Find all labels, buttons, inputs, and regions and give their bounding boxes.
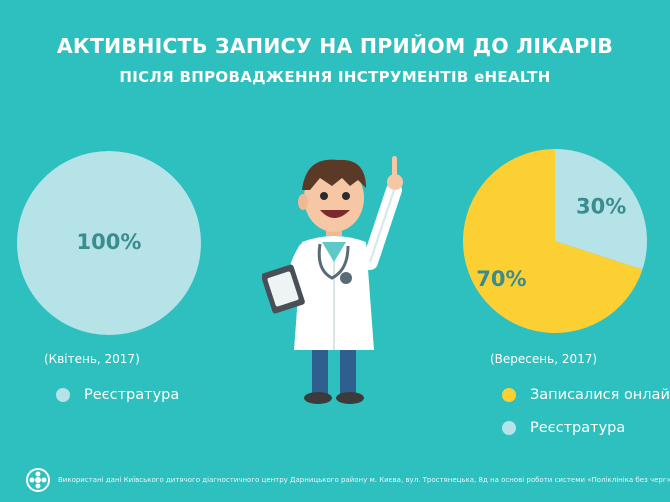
pie-data-label: 30% xyxy=(576,194,626,218)
pie-data-label: 70% xyxy=(476,267,526,291)
pie-slice-registry xyxy=(555,149,647,270)
legend-dot-registry xyxy=(56,388,70,402)
pie-slice-registry xyxy=(17,151,201,335)
legend-item-online: Записалися онлайн xyxy=(502,387,670,403)
legend-item-registry-april: Реєстратура xyxy=(56,387,179,403)
legend-dot-registry xyxy=(502,421,516,435)
clinic-logo-icon xyxy=(26,468,50,492)
pie-chart-september: 70% 30% xyxy=(463,149,647,333)
pie-data-label: 100% xyxy=(77,230,142,254)
pie-chart-april: 100% xyxy=(17,151,201,335)
doctor-illustration xyxy=(262,156,403,404)
legend-label-online: Записалися онлайн xyxy=(530,387,670,403)
footer-source-note: Використані дані Київського дитячого діа… xyxy=(58,476,670,484)
chart-subtitle: ПІСЛЯ ВПРОВАДЖЕННЯ ІНСТРУМЕНТІВ eHEALTH xyxy=(119,68,551,86)
pie-april-caption: (Квітень, 2017) xyxy=(44,352,140,366)
chart-title: АКТИВНІСТЬ ЗАПИСУ НА ПРИЙОМ ДО ЛІКАРІВ xyxy=(56,34,614,58)
pie-september-caption: (Вересень, 2017) xyxy=(490,352,598,366)
legend-label-registry: Реєстратура xyxy=(84,387,180,403)
pie-slice-online xyxy=(463,149,643,333)
legend-item-registry-september: Реєстратура xyxy=(502,420,625,436)
legend-label-registry: Реєстратура xyxy=(530,420,626,436)
legend-dot-online xyxy=(502,388,516,402)
